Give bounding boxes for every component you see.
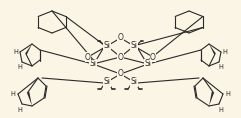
Text: H: H [226, 91, 230, 97]
Text: Si: Si [145, 59, 152, 69]
Text: O: O [118, 70, 123, 78]
Text: Si: Si [103, 78, 111, 86]
Text: H: H [13, 49, 19, 55]
Text: Si: Si [130, 78, 138, 86]
Text: O: O [85, 53, 91, 61]
Polygon shape [209, 44, 216, 55]
Polygon shape [27, 92, 32, 106]
Text: H: H [222, 49, 228, 55]
Text: H: H [18, 107, 22, 113]
Text: O: O [150, 53, 156, 61]
Text: Si: Si [103, 42, 111, 51]
Text: O: O [118, 53, 123, 61]
Polygon shape [209, 92, 214, 106]
Text: Si: Si [89, 59, 96, 69]
Text: H: H [11, 91, 15, 97]
Text: H: H [219, 107, 223, 113]
Polygon shape [25, 44, 32, 55]
Text: Si: Si [130, 42, 138, 51]
Text: H: H [18, 64, 22, 70]
Text: H: H [219, 64, 223, 70]
Text: O: O [118, 34, 123, 42]
